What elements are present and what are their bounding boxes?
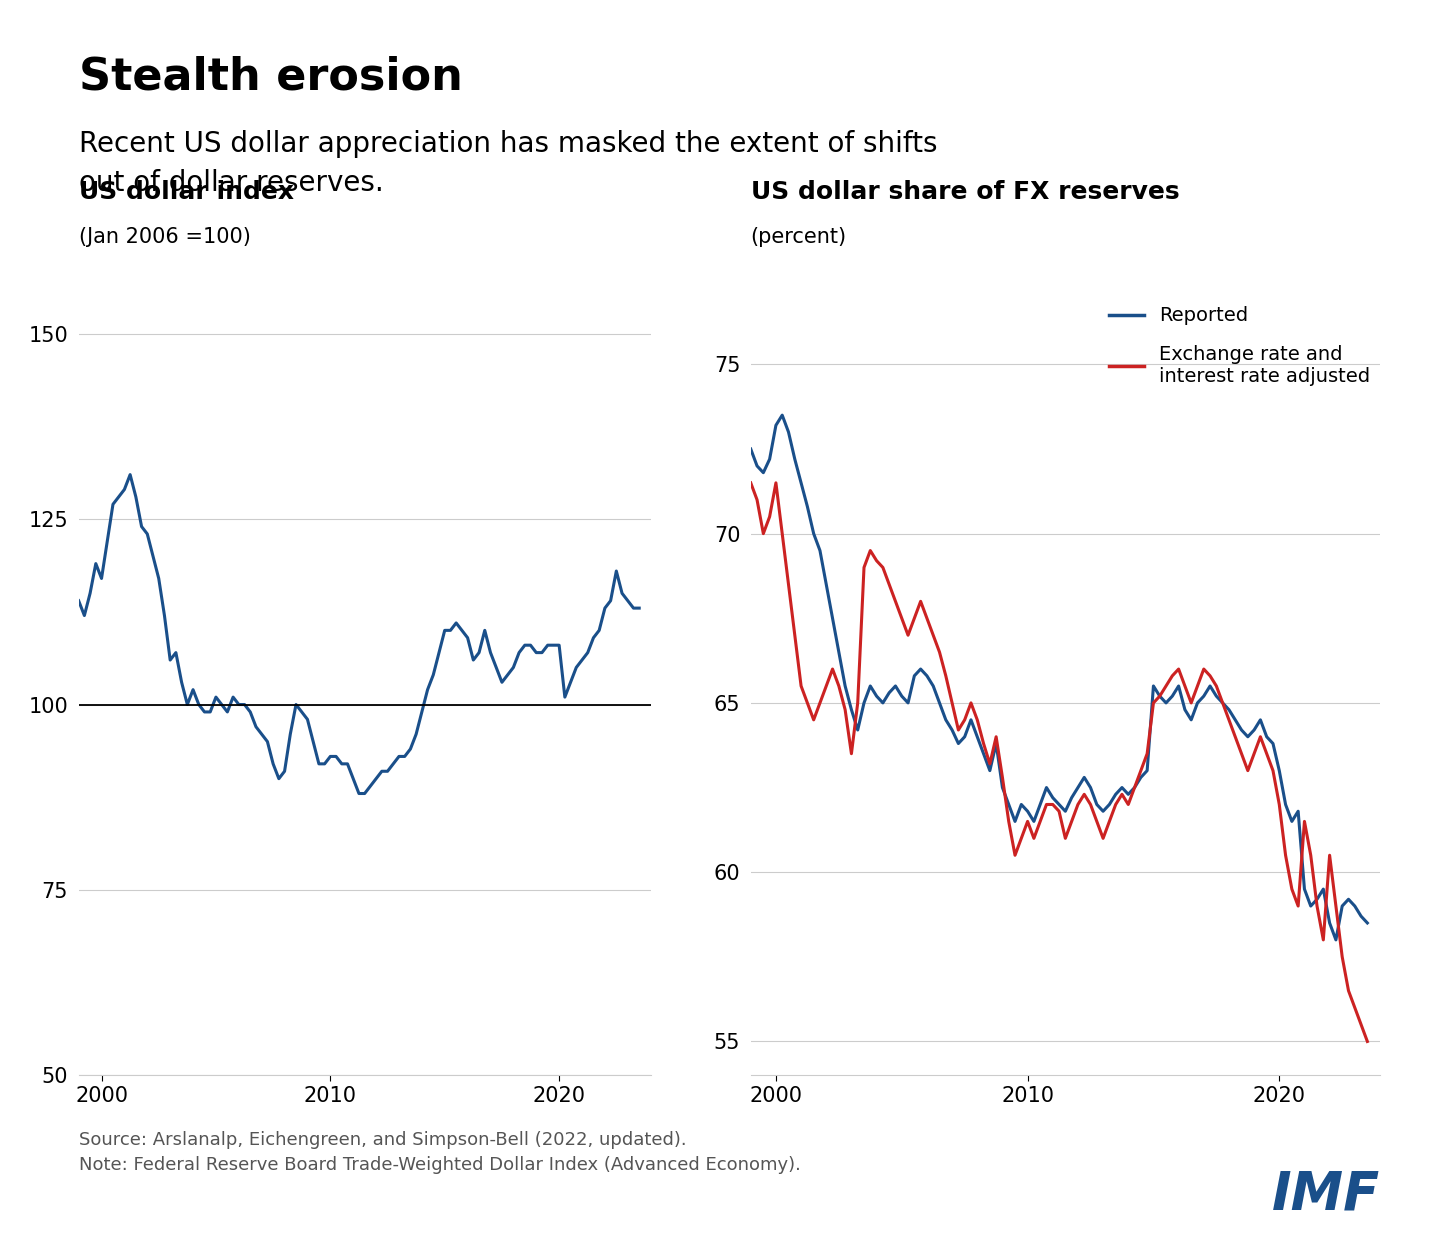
Exchange rate and
interest rate adjusted <box>931 645 948 660</box>
Exchange rate and
interest rate adjusted <box>887 595 904 609</box>
Reported <box>1075 770 1093 785</box>
Text: (Jan 2006 =100): (Jan 2006 =100) <box>79 227 250 247</box>
Exchange rate and
interest rate adjusted <box>905 611 922 625</box>
Reported <box>1057 803 1074 818</box>
Reported <box>774 408 791 423</box>
Reported <box>1233 723 1250 738</box>
Text: Source: Arslanalp, Eichengreen, and Simpson-Bell (2022, updated).
Note: Federal : Source: Arslanalp, Eichengreen, and Simp… <box>79 1131 801 1174</box>
Reported <box>937 712 954 727</box>
Text: US dollar index: US dollar index <box>79 180 293 204</box>
Exchange rate and
interest rate adjusted <box>1227 729 1244 744</box>
Text: (percent): (percent) <box>751 227 847 247</box>
Exchange rate and
interest rate adjusted <box>1051 803 1068 818</box>
Reported <box>1358 916 1376 931</box>
Text: Stealth erosion: Stealth erosion <box>79 56 462 99</box>
Reported <box>742 441 759 456</box>
Reported <box>1327 932 1344 947</box>
Reported <box>912 661 930 676</box>
Text: Recent US dollar appreciation has masked the extent of shifts
out of dollar rese: Recent US dollar appreciation has masked… <box>79 130 937 197</box>
Line: Reported: Reported <box>751 415 1367 939</box>
Text: IMF: IMF <box>1271 1168 1380 1220</box>
Line: Exchange rate and
interest rate adjusted: Exchange rate and interest rate adjusted <box>751 483 1367 1042</box>
Exchange rate and
interest rate adjusted <box>742 476 759 491</box>
Text: US dollar share of FX reserves: US dollar share of FX reserves <box>751 180 1180 204</box>
Exchange rate and
interest rate adjusted <box>1070 797 1087 812</box>
Reported <box>894 688 911 703</box>
Exchange rate and
interest rate adjusted <box>1358 1035 1376 1049</box>
Legend: Reported, Exchange rate and
interest rate adjusted: Reported, Exchange rate and interest rat… <box>1108 307 1370 386</box>
